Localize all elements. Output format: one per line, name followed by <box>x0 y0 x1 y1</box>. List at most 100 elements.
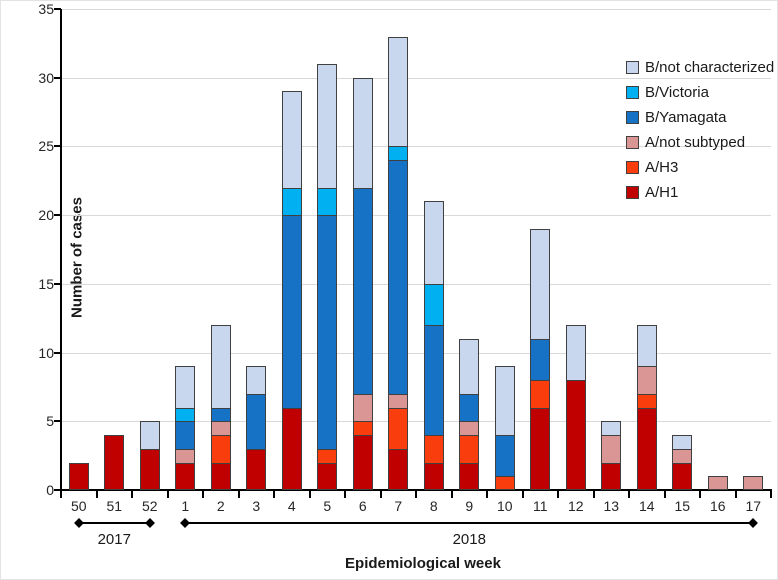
y-tick-label: 0 <box>46 482 54 498</box>
x-axis-tick <box>237 491 240 498</box>
bar-segment <box>210 462 231 490</box>
x-axis-tick <box>557 491 559 498</box>
legend-swatch <box>626 86 639 99</box>
bar-segment <box>210 421 231 437</box>
bar-segment <box>317 448 338 464</box>
bar-segment <box>352 421 373 437</box>
legend-swatch <box>626 161 639 174</box>
bar-segment <box>565 380 586 490</box>
x-axis-tick <box>592 491 595 498</box>
bar-segment <box>601 462 622 490</box>
x-axis-tick <box>60 491 62 498</box>
bar-segment <box>459 338 480 395</box>
x-axis-line <box>60 489 772 491</box>
x-tick-label: 50 <box>70 498 87 514</box>
y-axis-tick <box>54 145 61 148</box>
bar-segment <box>281 215 302 409</box>
bar-segment <box>459 435 480 464</box>
x-tick-label: 10 <box>496 498 513 514</box>
x-axis-tick <box>379 491 382 498</box>
x-axis-tick <box>166 491 169 498</box>
y-tick-label: 20 <box>38 207 54 224</box>
bar-segment <box>494 366 515 437</box>
bar-segment <box>423 462 444 490</box>
gridline <box>61 421 771 423</box>
gridline <box>61 352 771 354</box>
legend-item-label: B/Yamagata <box>645 109 727 126</box>
bar-segment <box>636 407 657 490</box>
x-tick-label: 6 <box>358 498 367 514</box>
bar-segment <box>210 325 231 409</box>
x-axis-tick <box>486 491 488 498</box>
x-tick-label: 14 <box>638 498 655 514</box>
plot-area: Number of cases 0 5 10 15 20 25 30 35 50 51 52 1 2 3 4… <box>38 2 772 514</box>
x-axis-tick <box>521 491 524 498</box>
bar-segment <box>636 366 657 395</box>
bar-segment <box>246 448 267 490</box>
bar-segment <box>423 325 444 437</box>
x-axis-tick <box>699 491 701 498</box>
bar-segment <box>459 462 480 490</box>
bar-segment <box>175 407 196 423</box>
x-tick-label: 4 <box>287 498 296 514</box>
legend-item-label: A/H1 <box>645 184 679 201</box>
legend-swatch <box>626 61 639 74</box>
bar-segment <box>281 91 302 189</box>
x-tick-label: 12 <box>567 498 584 514</box>
bar-segment <box>317 462 338 490</box>
bar-segment <box>459 393 480 423</box>
bar-segment <box>139 448 160 490</box>
bar-segment <box>246 393 267 450</box>
x-tick-label: 13 <box>603 498 620 514</box>
y-axis-tick <box>54 420 61 423</box>
legend-item-label: A/H3 <box>645 159 679 176</box>
bar-segment <box>423 201 444 285</box>
x-tick-label: 17 <box>745 498 762 514</box>
x-tick-label: 16 <box>709 498 726 514</box>
x-tick-label: 11 <box>532 498 548 514</box>
bar-segment <box>636 325 657 368</box>
bar-segment <box>104 435 125 490</box>
legend-item: A/not subtyped <box>626 130 774 155</box>
y-tick-label: 10 <box>38 344 54 361</box>
y-tick-label: 35 <box>38 1 54 17</box>
bar-segment <box>530 380 551 409</box>
y-tick-label: 15 <box>38 275 54 292</box>
bar-segment <box>317 64 338 189</box>
x-axis-tick <box>131 491 133 498</box>
bar-segment <box>246 366 267 395</box>
legend-item-label: B/not characterized <box>645 59 775 76</box>
legend-swatch <box>626 186 639 199</box>
bar-segment <box>281 407 302 490</box>
bar-segment <box>175 366 196 409</box>
x-axis-tick <box>663 491 666 498</box>
legend-swatch <box>626 111 639 124</box>
x-tick-label: 8 <box>429 498 438 514</box>
legend-item: B/not characterized <box>626 55 774 80</box>
year-span-endpoint <box>180 518 191 528</box>
legend-item: A/H3 <box>626 155 774 180</box>
bar-segment <box>672 435 693 450</box>
legend-item: A/H1 <box>626 180 774 205</box>
gridline <box>61 215 771 217</box>
y-axis-tick <box>54 76 61 79</box>
bar-segment <box>388 160 409 395</box>
x-axis-tick <box>770 491 772 498</box>
x-axis-tick <box>450 491 453 498</box>
gridline <box>61 146 771 148</box>
bar-segment <box>352 187 373 395</box>
x-axis-tick <box>344 491 346 498</box>
year-label: 2018 <box>452 531 486 548</box>
x-tick-label: 2 <box>216 498 225 514</box>
bar-segment <box>317 215 338 450</box>
bar-segment <box>175 448 196 464</box>
bar-segment <box>530 338 551 382</box>
x-tick-label: 7 <box>394 498 403 514</box>
bar-segment <box>494 476 515 490</box>
bar-segment <box>459 421 480 437</box>
y-axis-tick <box>54 8 61 10</box>
bar-segment <box>175 421 196 450</box>
x-tick-label: 52 <box>141 498 158 514</box>
bar-segment <box>388 36 409 148</box>
bar-segment <box>388 393 409 409</box>
